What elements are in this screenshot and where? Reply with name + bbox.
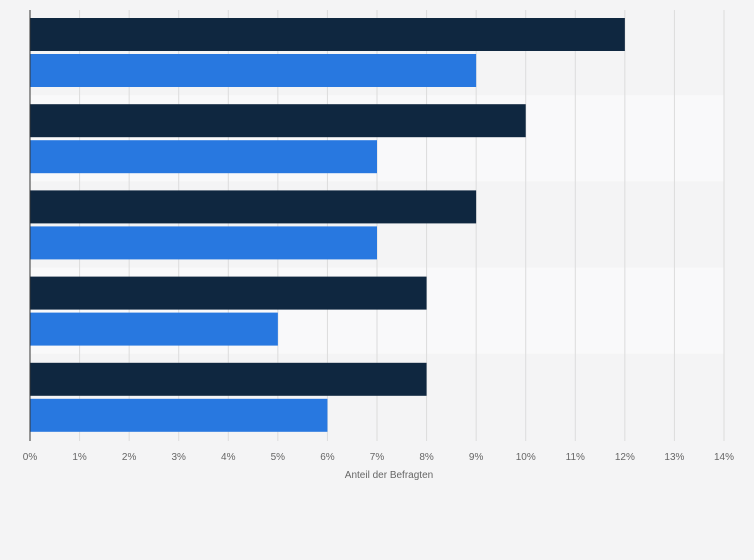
- bar: [30, 54, 477, 87]
- x-tick-label: 12%: [615, 452, 635, 463]
- bars: [30, 18, 625, 432]
- x-tick-label: 7%: [370, 452, 385, 463]
- bar: [30, 104, 526, 138]
- x-tick-label: 10%: [516, 452, 536, 463]
- x-tick-label: 5%: [271, 452, 286, 463]
- x-tick-label: 2%: [122, 452, 137, 463]
- x-tick-label: 0%: [23, 452, 38, 463]
- bar: [30, 312, 278, 346]
- bar: [30, 362, 427, 396]
- x-tick-label: 8%: [419, 452, 434, 463]
- x-tick-label: 1%: [72, 452, 87, 463]
- x-tick-label: 4%: [221, 452, 236, 463]
- bar: [30, 398, 328, 432]
- x-tick-label: 11%: [566, 452, 585, 463]
- bar: [30, 226, 377, 260]
- x-tick-label: 9%: [469, 452, 484, 463]
- x-tick-label: 6%: [320, 452, 335, 463]
- bar: [30, 18, 625, 51]
- x-tick-label: 3%: [171, 452, 186, 463]
- x-tick-label: 13%: [664, 452, 684, 463]
- bar: [30, 140, 377, 174]
- x-tick-label: 14%: [714, 452, 734, 463]
- x-tick-labels: 0% 1% 2% 3% 4% 5% 6% 7% 8% 9% 10% 11% 12% 13% 14%: [23, 452, 734, 463]
- x-axis-title: Anteil der Befragten: [345, 470, 433, 481]
- bar: [30, 276, 427, 310]
- bar: [30, 190, 477, 224]
